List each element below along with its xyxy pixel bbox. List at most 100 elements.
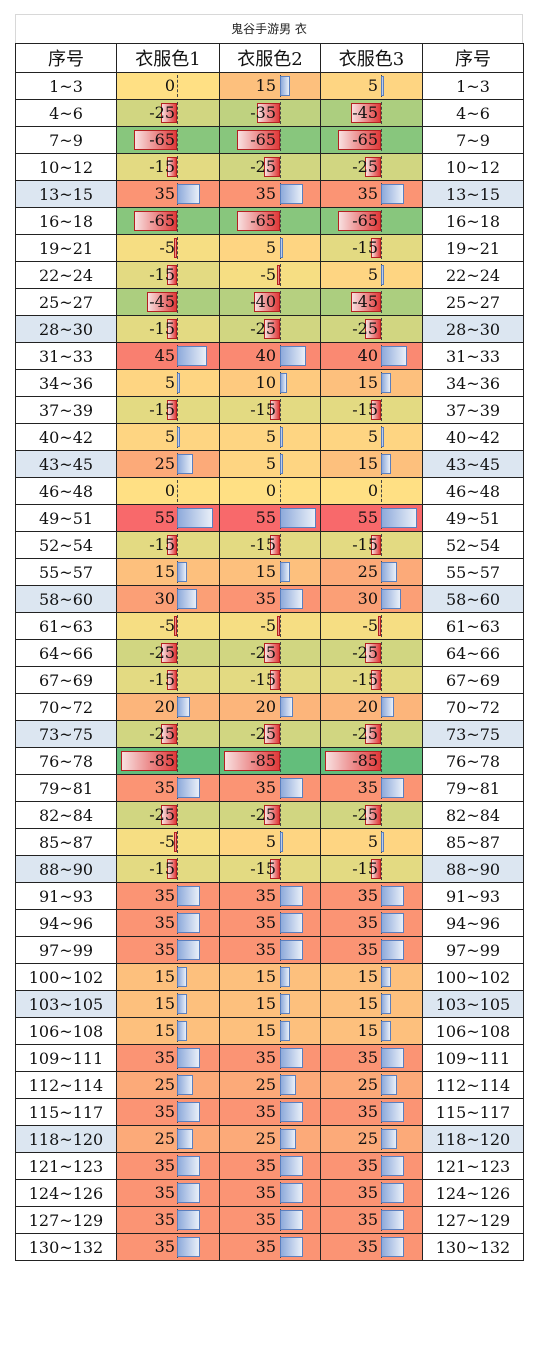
index-cell-left: 1~3: [15, 72, 117, 100]
value-cell-color-2: 35: [219, 936, 321, 964]
value-label: 20: [154, 697, 175, 716]
positive-data-bar: [177, 1237, 201, 1257]
value-cell-color-3: -85: [320, 747, 423, 775]
positive-data-bar: [177, 940, 201, 960]
positive-data-bar: [381, 1237, 405, 1257]
value-cell-color-3: -15: [320, 531, 423, 559]
value-cell-color-2: 0: [219, 477, 321, 505]
value-cell-color-3: 5: [320, 261, 423, 289]
zero-axis: [280, 750, 281, 772]
value-label: -25: [352, 805, 378, 824]
index-cell-left: 4~6: [15, 99, 117, 127]
table-row: 94~96 35 35 35 94~96: [15, 909, 524, 937]
positive-data-bar: [280, 940, 304, 960]
value-cell-color-2: 15: [219, 72, 321, 100]
positive-data-bar: [280, 589, 304, 609]
value-label: 55: [255, 508, 276, 527]
header-row: 序号 衣服色1 衣服色2 衣服色3 序号: [15, 43, 524, 73]
value-cell-color-3: 35: [320, 936, 423, 964]
positive-data-bar: [177, 1156, 201, 1176]
positive-data-bar: [177, 1183, 201, 1203]
table-row: 118~120 25 25 25 118~120: [15, 1125, 524, 1153]
zero-axis: [381, 129, 382, 151]
negative-data-bar: [371, 400, 381, 420]
value-label: 15: [357, 1021, 378, 1040]
negative-data-bar: [276, 265, 280, 285]
negative-data-bar: [253, 292, 280, 312]
value-cell-color-3: 25: [320, 558, 423, 586]
value-cell-color-3: 5: [320, 423, 423, 451]
negative-data-bar: [270, 535, 280, 555]
positive-data-bar: [177, 994, 187, 1014]
value-cell-color-1: -5: [116, 828, 220, 856]
zero-axis: [381, 804, 382, 826]
zero-axis: [280, 129, 281, 151]
value-cell-color-2: 35: [219, 1179, 321, 1207]
negative-data-bar: [167, 859, 177, 879]
positive-data-bar: [280, 1183, 304, 1203]
value-label: 35: [357, 913, 378, 932]
negative-data-bar: [338, 211, 381, 231]
negative-data-bar: [173, 832, 177, 852]
value-label: 45: [154, 346, 175, 365]
positive-data-bar: [381, 1021, 391, 1041]
positive-data-bar: [381, 1102, 405, 1122]
value-label: 35: [357, 1210, 378, 1229]
value-cell-color-1: 20: [116, 693, 220, 721]
negative-data-bar: [173, 238, 177, 258]
positive-data-bar: [177, 913, 201, 933]
zero-axis: [280, 804, 281, 826]
zero-axis: [177, 291, 178, 313]
value-label: -15: [250, 670, 276, 689]
value-label: 35: [154, 184, 175, 203]
value-label: -65: [352, 130, 378, 149]
zero-axis: [381, 858, 382, 880]
index-cell-right: 58~60: [422, 585, 524, 613]
value-cell-color-3: -25: [320, 315, 423, 343]
value-cell-color-3: 5: [320, 72, 423, 100]
positive-data-bar: [280, 562, 290, 582]
index-cell-left: 22~24: [15, 261, 117, 289]
index-cell-right: 61~63: [422, 612, 524, 640]
index-cell-right: 94~96: [422, 909, 524, 937]
value-label: -35: [250, 103, 276, 122]
value-cell-color-2: 15: [219, 558, 321, 586]
index-cell-left: 124~126: [15, 1179, 117, 1207]
index-cell-right: 37~39: [422, 396, 524, 424]
index-cell-right: 121~123: [422, 1152, 524, 1180]
value-cell-color-2: -5: [219, 261, 321, 289]
value-cell-color-2: 35: [219, 1233, 321, 1261]
table-row: 73~75 -25 -25 -25 73~75: [15, 720, 524, 748]
value-cell-color-2: -15: [219, 531, 321, 559]
zero-axis: [280, 156, 281, 178]
value-cell-color-1: 35: [116, 882, 220, 910]
value-label: -25: [149, 805, 175, 824]
index-cell-right: 124~126: [422, 1179, 524, 1207]
value-label: -25: [149, 724, 175, 743]
zero-axis: [381, 210, 382, 232]
positive-data-bar: [177, 1021, 187, 1041]
table-row: 88~90 -15 -15 -15 88~90: [15, 855, 524, 883]
value-cell-color-1: 35: [116, 1206, 220, 1234]
value-label: 35: [357, 1183, 378, 1202]
index-cell-left: 28~30: [15, 315, 117, 343]
value-label: -25: [250, 805, 276, 824]
header-color-3: 衣服色3: [320, 43, 423, 73]
value-cell-color-3: -15: [320, 666, 423, 694]
zero-axis: [280, 399, 281, 421]
zero-axis: [177, 858, 178, 880]
index-cell-right: 91~93: [422, 882, 524, 910]
value-label: 35: [357, 1048, 378, 1067]
index-cell-left: 109~111: [15, 1044, 117, 1072]
index-cell-right: 115~117: [422, 1098, 524, 1126]
index-cell-right: 73~75: [422, 720, 524, 748]
value-cell-color-3: -25: [320, 801, 423, 829]
positive-data-bar: [381, 913, 405, 933]
zero-axis: [280, 210, 281, 232]
value-cell-color-1: -85: [116, 747, 220, 775]
value-cell-color-2: -5: [219, 612, 321, 640]
value-cell-color-2: -85: [219, 747, 321, 775]
value-cell-color-3: -25: [320, 639, 423, 667]
value-label: -25: [149, 643, 175, 662]
value-label: -85: [250, 751, 276, 770]
